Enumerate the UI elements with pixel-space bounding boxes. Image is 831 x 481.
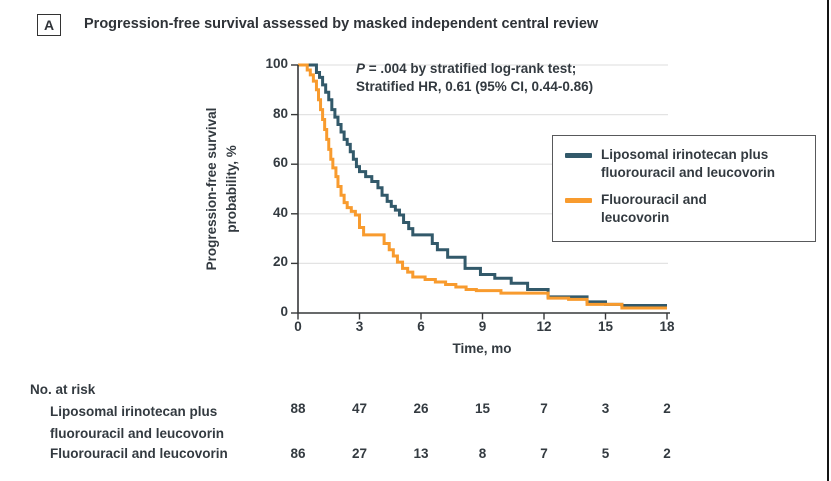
x-axis-label: Time, mo [452, 341, 512, 356]
x-tick-label-12: 12 [536, 319, 552, 334]
panel-title: Progression-free survival assessed by ma… [84, 16, 599, 32]
p-value-text: = .004 by stratified log-rank test; [365, 61, 577, 76]
figure-right-border [827, 0, 829, 481]
risk-count-row1-t3: 47 [351, 401, 368, 416]
panel-label: A [43, 17, 55, 33]
panel-label-box: A [37, 14, 61, 36]
km-curve-fluorouracil [298, 63, 667, 310]
risk-count-row2-t18: 2 [663, 446, 671, 461]
risk-count-row2-t9: 8 [478, 446, 487, 461]
risk-count-row2-t15: 5 [601, 446, 610, 461]
x-tick-label-15: 15 [597, 319, 614, 334]
y-tick-label-60: 60 [272, 155, 288, 171]
risk-count-row1-t15: 3 [601, 401, 610, 416]
risk-count-row1-t6: 26 [413, 401, 429, 416]
risk-count-row2-t12: 7 [540, 446, 548, 461]
stats-annotation: P = .004 by stratified log-rank test; St… [356, 60, 593, 96]
risk-count-row2-t3: 27 [351, 446, 368, 461]
risk-row-label-liposomal: Liposomal irinotecan plus fluorouracil a… [50, 404, 225, 441]
y-tick-label-80: 80 [272, 105, 288, 121]
y-tick-label-20: 20 [272, 254, 288, 270]
x-tick-label-0: 0 [294, 319, 302, 334]
km-curve-liposomal [298, 63, 667, 308]
x-tick-label-9: 9 [478, 319, 487, 334]
legend-item-fluorouracil: Fluorouracil and leucovorin [565, 191, 805, 226]
legend-label-liposomal: Liposomal irinotecan plus fluorouracil a… [601, 147, 776, 180]
y-tick-label-0: 0 [280, 304, 288, 319]
y-tick-label-40: 40 [272, 204, 288, 220]
p-value-symbol: P [356, 61, 366, 76]
x-tick-label-6: 6 [417, 319, 425, 334]
risk-row-label-fluorouracil: Fluorouracil and leucovorin [50, 446, 228, 461]
x-tick-label-18: 18 [659, 319, 675, 334]
legend-swatch-liposomal-line [565, 153, 592, 158]
annotation-line-1: P = .004 by stratified log-rank test; [356, 60, 593, 78]
legend-swatch-fluorouracil-line [565, 198, 592, 203]
risk-count-row1-t0: 88 [290, 401, 306, 416]
risk-count-row2-t6: 13 [413, 446, 429, 461]
axes [291, 64, 670, 320]
risk-count-row2-t0: 86 [290, 446, 306, 461]
x-tick-label-3: 3 [355, 319, 364, 334]
y-tick-label-100: 100 [265, 56, 288, 71]
legend-item-liposomal: Liposomal irinotecan plus fluorouracil a… [565, 146, 805, 181]
legend-label-fluorouracil: Fluorouracil and leucovorin [601, 192, 707, 225]
risk-count-row1-t12: 7 [540, 401, 548, 416]
legend-box: Liposomal irinotecan plus fluorouracil a… [552, 135, 816, 242]
y-axis-label: Progression-free survival probability, % [204, 107, 239, 271]
annotation-line-2: Stratified HR, 0.61 (95% CI, 0.44-0.86) [356, 79, 594, 94]
risk-table-title: No. at risk [30, 382, 96, 397]
risk-count-row1-t18: 2 [663, 401, 671, 416]
risk-count-row1-t9: 15 [474, 401, 491, 416]
km-curves [298, 63, 667, 310]
